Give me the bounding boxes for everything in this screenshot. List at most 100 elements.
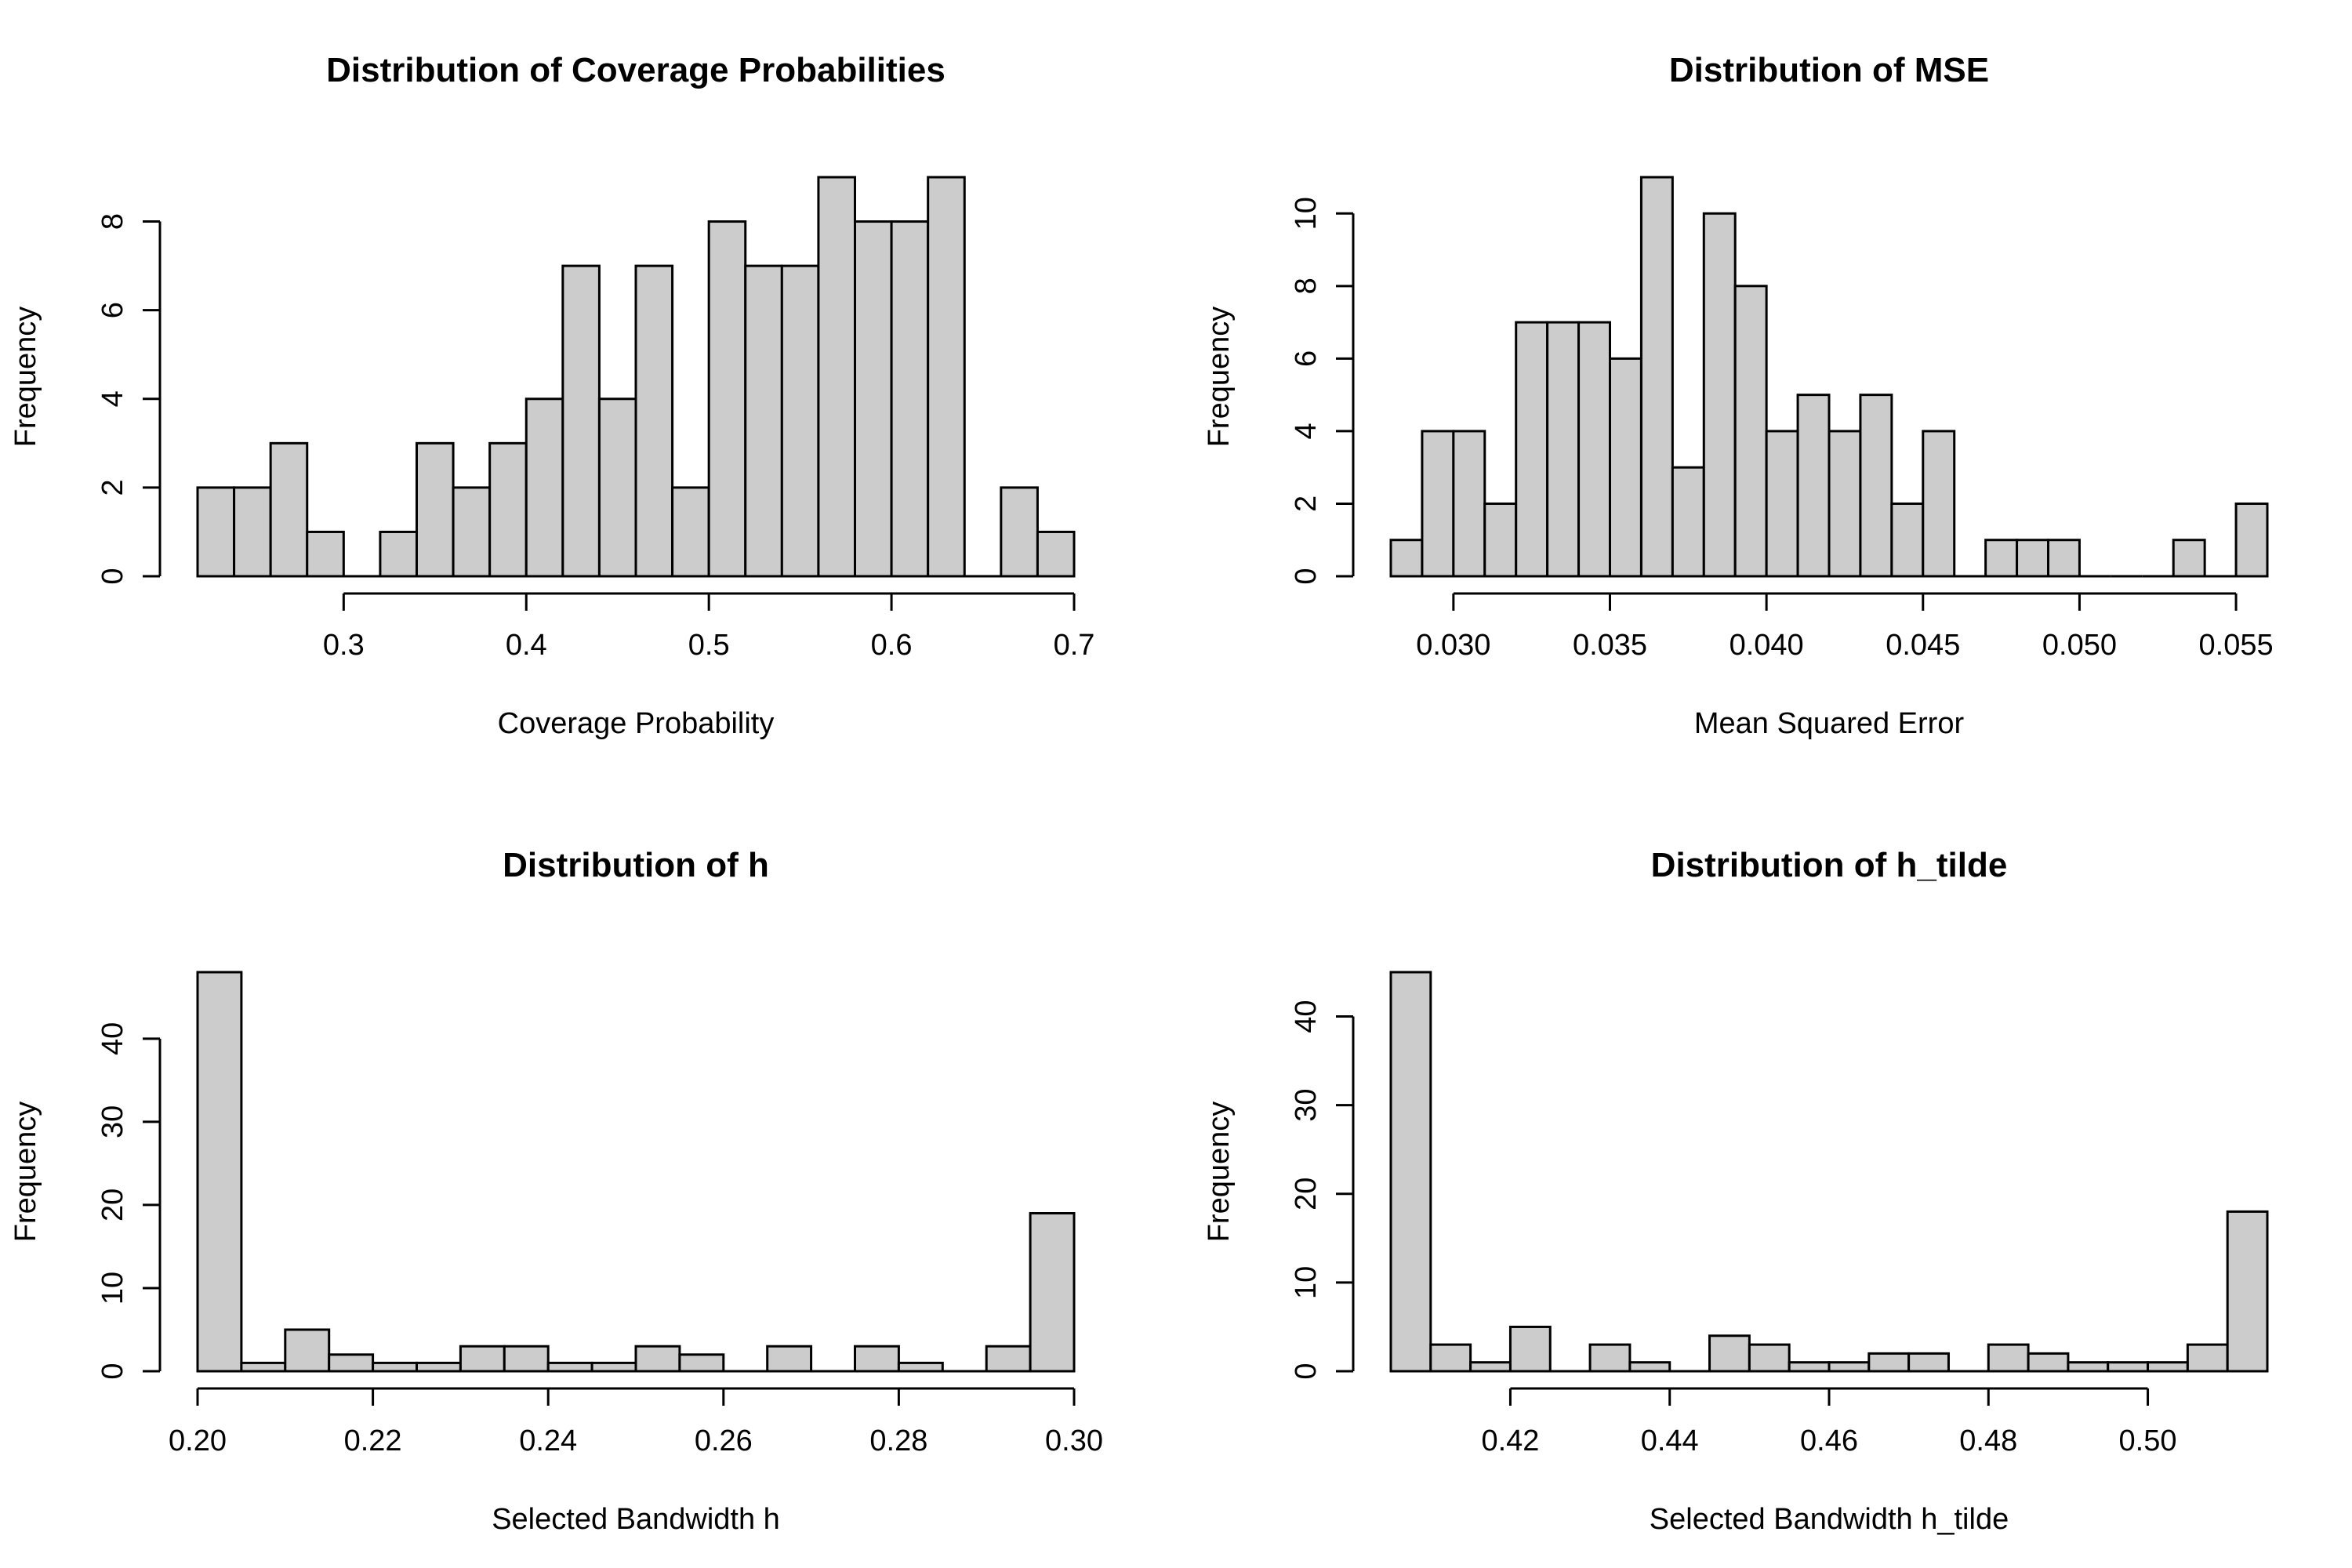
x-tick-label: 0.20 — [169, 1425, 227, 1457]
histogram-bar — [503, 1345, 550, 1373]
histogram-bar — [379, 530, 418, 578]
y-tick-label: 6 — [1290, 350, 1323, 367]
histogram-panel-4: Distribution of h_tilde 0.42 0.44 0.46 0.48 0… — [1203, 846, 2269, 1536]
histogram-bar — [488, 441, 528, 578]
chart-title: Distribution of h — [503, 846, 769, 884]
x-tick-label: 0.28 — [869, 1425, 927, 1457]
y-axis-label: Frequency — [1203, 1102, 1236, 1243]
histogram-bar — [2027, 1352, 2070, 1373]
x-tick-label: 0.24 — [519, 1425, 577, 1457]
histogram-bar — [744, 264, 783, 578]
histogram-bar — [284, 1328, 331, 1373]
histogram-bar — [1867, 1352, 1911, 1373]
x-tick-label: 0.22 — [344, 1425, 402, 1457]
x-tick-label: 0.48 — [1959, 1425, 2017, 1457]
y-tick-label: 8 — [1290, 278, 1323, 294]
histogram-bar — [2016, 539, 2050, 578]
histogram-bar — [817, 176, 856, 578]
x-tick-label: 0.5 — [688, 629, 730, 662]
histogram-bar — [1389, 539, 1424, 578]
histogram-bar — [1859, 394, 1893, 578]
histogram-bar — [1000, 486, 1039, 578]
histogram-bar — [459, 1345, 506, 1373]
x-tick-label: 0.055 — [2199, 629, 2274, 662]
histogram-bar — [597, 397, 637, 578]
histogram-bar — [452, 486, 492, 578]
x-tick-label: 0.050 — [2042, 629, 2117, 662]
y-tick-label: 4 — [96, 390, 129, 407]
histogram-bar — [1577, 321, 1611, 578]
histogram-bar — [1788, 1361, 1831, 1373]
y-axis-label: Frequency — [9, 1102, 42, 1243]
histogram-bar — [780, 264, 820, 578]
histogram-bar — [328, 1353, 375, 1373]
histogram-bar — [1765, 430, 1799, 578]
x-tick-label: 0.46 — [1800, 1425, 1858, 1457]
histogram-bar — [1984, 539, 2019, 578]
y-tick-label: 8 — [96, 213, 129, 230]
histogram-bar — [240, 1361, 287, 1373]
histogram-bar — [590, 1361, 637, 1373]
histogram-bar — [1890, 502, 1925, 578]
x-tick-label: 0.7 — [1054, 629, 1095, 662]
histogram-bar — [1733, 285, 1768, 578]
histogram-bar — [1748, 1343, 1791, 1373]
y-tick-label: 0 — [96, 568, 129, 584]
y-tick-label: 40 — [96, 1022, 129, 1055]
y-tick-label: 40 — [1290, 1000, 1323, 1033]
histogram-bar — [1421, 430, 1455, 578]
histogram-bar — [1029, 1212, 1076, 1373]
chart-title: Distribution of Coverage Probabilities — [326, 51, 946, 89]
histogram-bar — [897, 1361, 944, 1373]
histogram-bar — [1588, 1343, 1632, 1373]
histogram-bar — [416, 441, 455, 578]
histogram-bar — [1639, 176, 1674, 578]
histogram-bar — [1609, 357, 1642, 578]
histogram-bar — [561, 264, 601, 578]
y-tick-label: 0 — [1290, 1363, 1323, 1379]
histogram-bar — [196, 486, 236, 578]
x-tick-label: 0.3 — [323, 629, 365, 662]
x-tick-label: 0.045 — [1886, 629, 1960, 662]
histogram-bar — [546, 1361, 593, 1373]
histogram-bar — [1907, 1352, 1950, 1373]
histogram-bar — [671, 486, 710, 578]
histogram-bar — [1452, 430, 1486, 578]
histogram-bar — [985, 1345, 1032, 1373]
y-tick-label: 10 — [96, 1272, 129, 1305]
x-tick-label: 0.50 — [2119, 1425, 2177, 1457]
x-tick-label: 0.26 — [695, 1425, 753, 1457]
histogram-bar — [1628, 1361, 1671, 1373]
x-tick-label: 0.040 — [1730, 629, 1804, 662]
histogram-bar — [1036, 530, 1076, 578]
y-tick-label: 2 — [1290, 495, 1323, 512]
histogram-bar — [372, 1361, 419, 1373]
chart-title: Distribution of MSE — [1669, 51, 1989, 89]
histogram-bar — [1922, 430, 1956, 578]
x-tick-label: 0.4 — [506, 629, 547, 662]
histogram-bar — [1546, 321, 1581, 578]
histogram-bar — [766, 1345, 813, 1373]
y-tick-label: 30 — [96, 1105, 129, 1138]
histogram-bar — [1469, 1361, 1512, 1373]
histogram-bar — [1508, 1325, 1552, 1373]
y-tick-label: 6 — [96, 302, 129, 318]
x-tick-label: 0.6 — [871, 629, 913, 662]
y-tick-label: 30 — [1290, 1089, 1323, 1122]
x-tick-label: 0.030 — [1416, 629, 1490, 662]
histogram-bar — [196, 971, 243, 1373]
y-tick-label: 2 — [96, 479, 129, 495]
histogram-bar — [2047, 539, 2081, 578]
histogram-bar — [2172, 539, 2206, 578]
histogram-bar — [1702, 212, 1737, 578]
histogram-panel-3: Distribution of h 0.20 0.22 0.24 0.26 0.28 0.3… — [9, 846, 1103, 1536]
histogram-bar — [1429, 1343, 1472, 1373]
histogram-bar — [1708, 1334, 1751, 1373]
x-axis-label: Coverage Probability — [498, 707, 775, 740]
histogram-bar — [1483, 502, 1518, 578]
histogram-bar — [2067, 1361, 2110, 1373]
histogram-bar — [678, 1353, 725, 1373]
x-tick-label: 0.035 — [1573, 629, 1647, 662]
x-axis-label: Selected Bandwidth h — [492, 1503, 780, 1536]
